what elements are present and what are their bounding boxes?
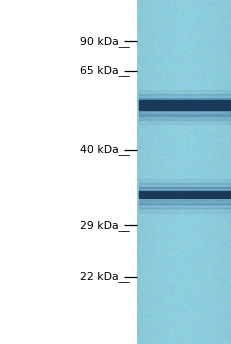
Bar bbox=[139, 187, 230, 192]
Text: 90 kDa__: 90 kDa__ bbox=[80, 36, 129, 47]
Bar bbox=[139, 204, 230, 208]
Bar bbox=[139, 100, 230, 110]
Bar bbox=[139, 98, 230, 104]
Text: 22 kDa__: 22 kDa__ bbox=[80, 271, 129, 282]
Bar bbox=[139, 114, 230, 120]
Bar bbox=[139, 183, 230, 188]
Text: 65 kDa__: 65 kDa__ bbox=[80, 65, 129, 76]
Bar bbox=[139, 193, 230, 195]
Bar bbox=[139, 118, 230, 124]
Bar bbox=[139, 191, 230, 198]
Bar bbox=[139, 110, 230, 116]
Bar bbox=[139, 179, 230, 184]
Bar bbox=[139, 94, 230, 99]
Bar bbox=[139, 208, 230, 213]
Bar bbox=[139, 200, 230, 204]
Text: 40 kDa__: 40 kDa__ bbox=[80, 144, 129, 155]
Bar bbox=[139, 104, 230, 106]
Bar bbox=[139, 89, 230, 95]
Text: 29 kDa__: 29 kDa__ bbox=[80, 220, 129, 231]
